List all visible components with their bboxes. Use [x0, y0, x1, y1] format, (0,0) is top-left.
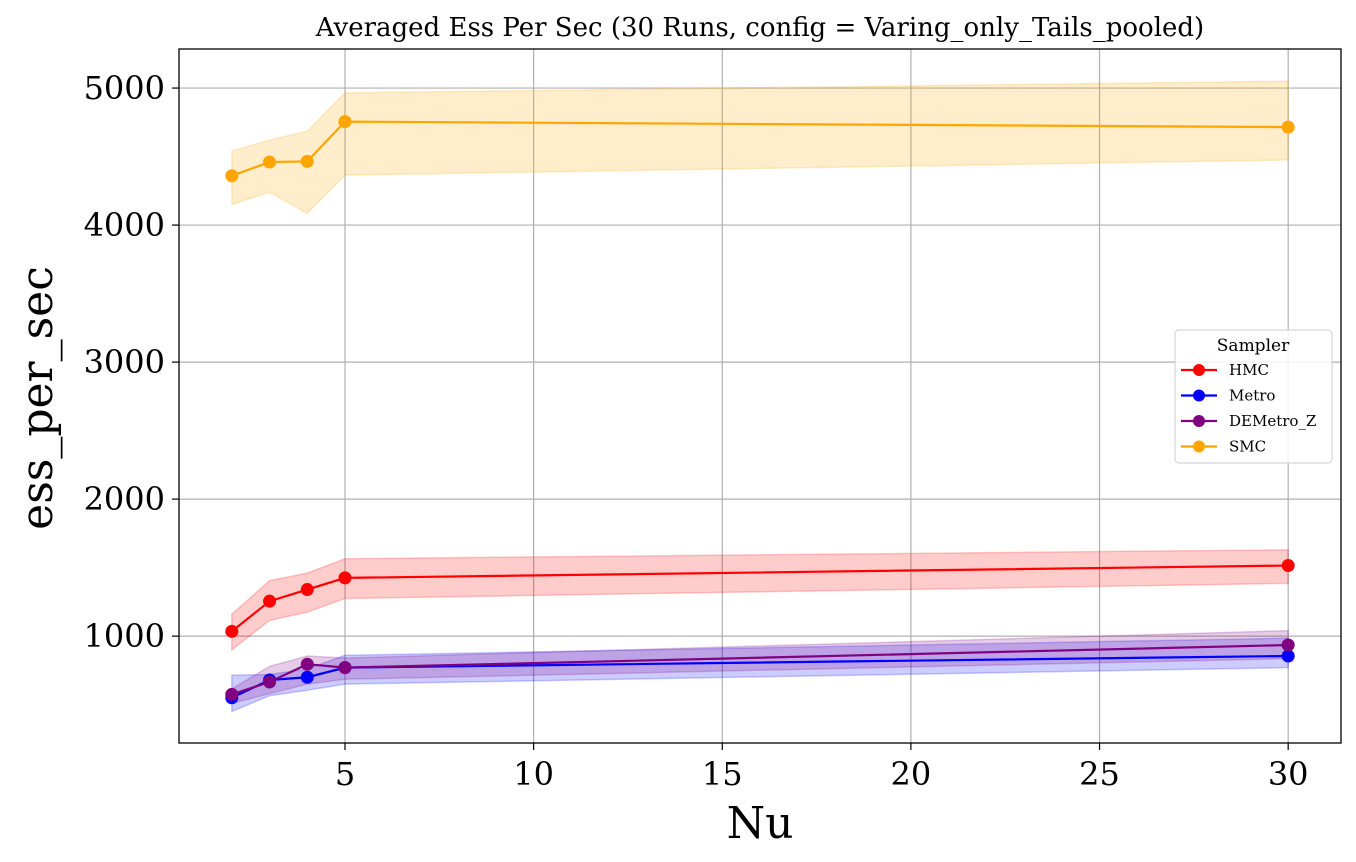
chart-title: Averaged Ess Per Sec (30 Runs, config = …	[315, 13, 1204, 43]
point-hmc	[1281, 559, 1295, 573]
y-tick-label: 1000	[84, 617, 165, 655]
legend-box	[1174, 329, 1333, 464]
series-lines	[231, 120, 1289, 699]
point-smc	[1281, 120, 1295, 134]
y-tick-label: 4000	[84, 206, 165, 244]
y-tick-label: 2000	[84, 480, 165, 518]
point-metro	[1281, 649, 1295, 663]
band-hmc	[231, 549, 1289, 652]
legend-items: HMC Metro DEMetro_Z SMC	[1181, 361, 1316, 456]
legend-label: HMC	[1229, 361, 1269, 379]
y-tick-label: 3000	[84, 343, 165, 381]
legend-swatch-marker	[1193, 389, 1205, 402]
legend: Sampler HMC Metro DEMetro_Z SMC	[1174, 329, 1333, 464]
confidence-bands	[231, 80, 1289, 713]
x-ticks: 5 10 15 20 25 30	[335, 743, 1309, 793]
y-ticks: 1000 2000 3000 4000 5000	[84, 69, 179, 655]
point-demetro-z	[225, 687, 239, 701]
band-smc	[231, 80, 1289, 215]
legend-item-hmc: HMC	[1181, 361, 1269, 379]
x-axis-title: Nu	[727, 798, 794, 849]
point-smc	[338, 115, 352, 129]
point-metro	[300, 670, 314, 684]
x-tick-label: 30	[1268, 755, 1309, 793]
point-hmc	[338, 571, 352, 585]
point-smc	[263, 155, 277, 169]
legend-label: SMC	[1229, 438, 1266, 456]
point-hmc	[300, 583, 314, 597]
point-smc	[300, 154, 314, 168]
legend-item-demetro-z: DEMetro_Z	[1181, 412, 1316, 430]
x-tick-label: 10	[513, 755, 554, 793]
point-hmc	[263, 594, 277, 608]
legend-swatch-marker	[1193, 440, 1205, 453]
y-tick-label: 5000	[84, 69, 165, 107]
legend-label: Metro	[1229, 387, 1275, 405]
data-points	[225, 115, 1295, 705]
legend-item-metro: Metro	[1181, 387, 1275, 405]
y-axis-title: ess_per_sec	[12, 266, 63, 530]
x-tick-label: 15	[702, 755, 743, 793]
point-demetro-z	[300, 657, 314, 671]
point-demetro-z	[263, 675, 277, 689]
plot-frame	[178, 48, 1342, 744]
point-demetro-z	[338, 661, 352, 675]
x-tick-label: 20	[891, 755, 932, 793]
legend-title: Sampler	[1217, 336, 1290, 356]
legend-item-smc: SMC	[1181, 438, 1266, 456]
legend-label: DEMetro_Z	[1229, 412, 1316, 430]
point-hmc	[225, 624, 239, 638]
x-tick-label: 5	[335, 755, 355, 793]
x-tick-label: 25	[1079, 755, 1120, 793]
legend-swatch-marker	[1193, 364, 1205, 376]
point-demetro-z	[1281, 638, 1295, 652]
point-smc	[225, 169, 239, 183]
legend-swatch-marker	[1193, 415, 1205, 427]
